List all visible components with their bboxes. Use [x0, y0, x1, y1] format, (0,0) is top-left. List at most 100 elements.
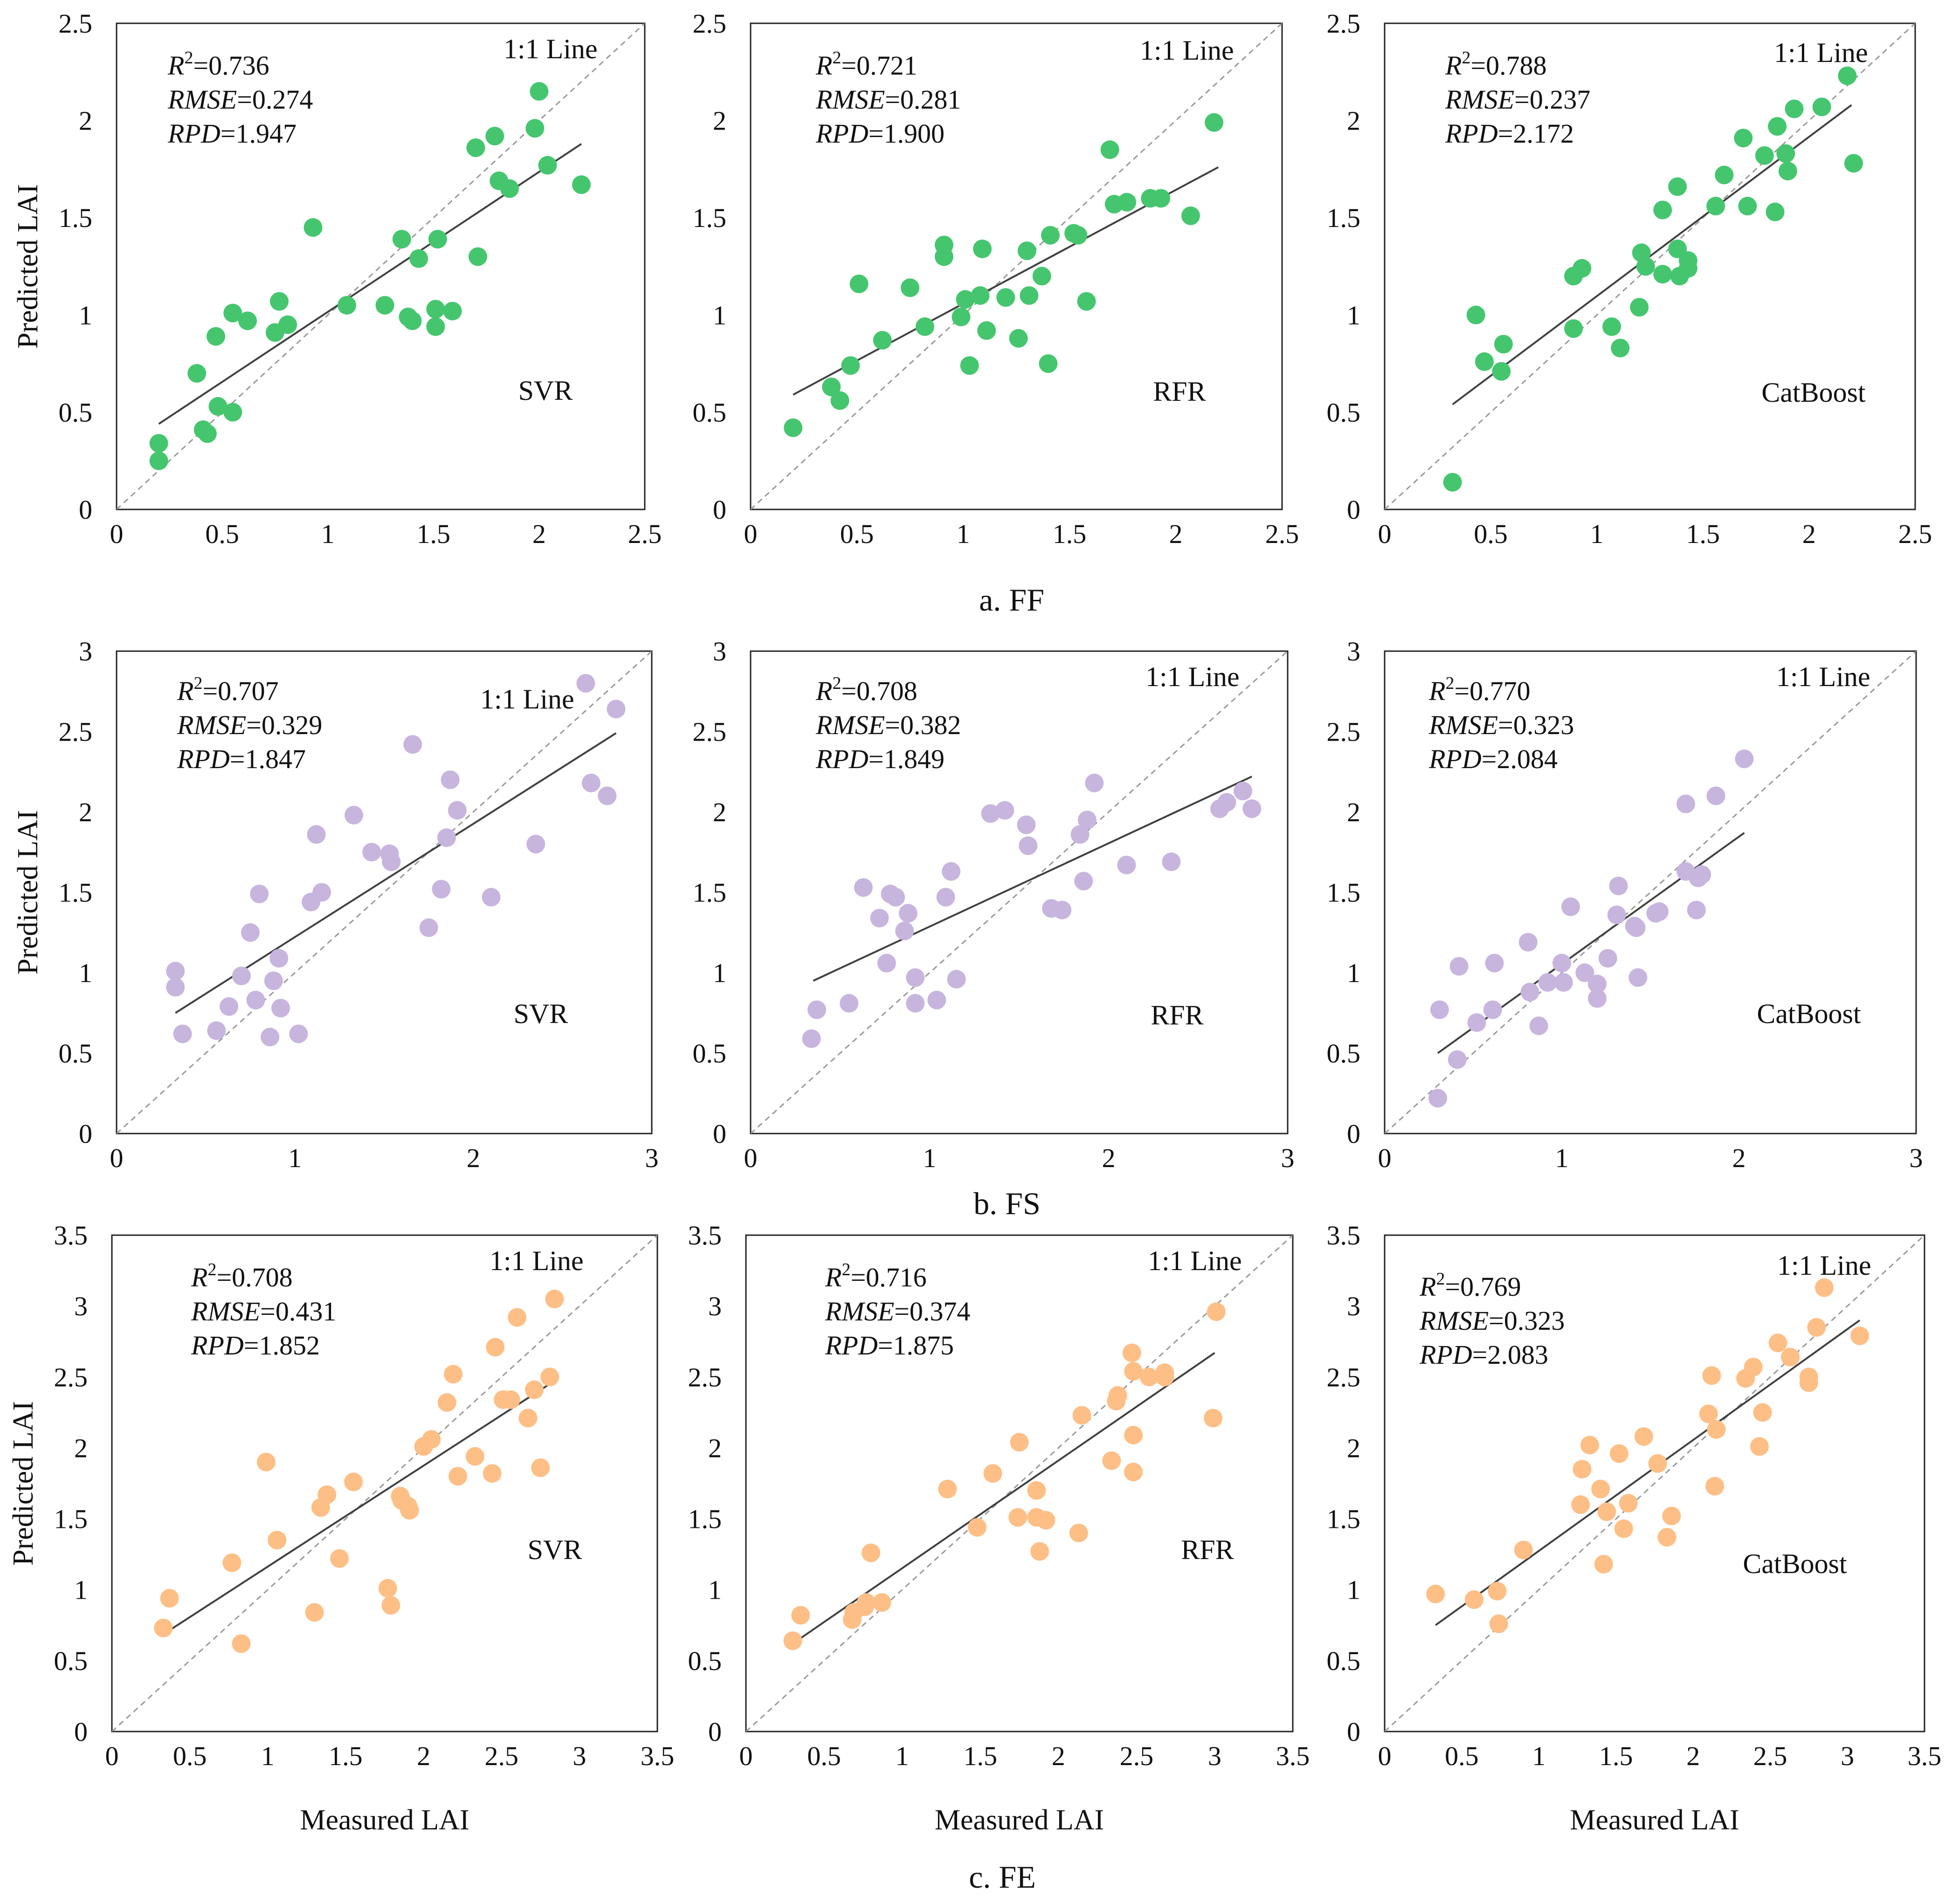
data-point: [1573, 259, 1592, 278]
x-tick-label: 0: [1378, 519, 1392, 549]
data-point: [220, 997, 239, 1016]
fit-line: [813, 776, 1253, 982]
data-point: [1571, 1495, 1590, 1514]
plot-frame: [111, 1234, 658, 1732]
data-point: [1108, 1386, 1127, 1405]
plot-frame: [1384, 22, 1916, 510]
data-point: [927, 990, 946, 1010]
data-point: [207, 1021, 226, 1040]
x-tick-label: 0.5: [807, 1741, 841, 1771]
data-point: [1041, 226, 1060, 245]
data-point: [1609, 876, 1628, 895]
data-point: [381, 1596, 400, 1615]
x-tick-label: 0: [744, 1143, 758, 1173]
data-point: [1687, 900, 1706, 920]
data-point: [1799, 1368, 1818, 1387]
data-point: [312, 883, 331, 902]
model-label: RFR: [1153, 376, 1206, 407]
data-point: [448, 1467, 468, 1486]
data-point: [428, 230, 447, 249]
data-point: [531, 1458, 550, 1478]
x-tick-label: 1.5: [329, 1741, 363, 1771]
data-point: [1009, 329, 1028, 348]
data-point: [426, 300, 445, 319]
data-point: [1448, 1050, 1467, 1069]
data-point: [1738, 197, 1757, 216]
data-point: [1580, 1436, 1600, 1455]
x-tick-label: 0.5: [173, 1741, 207, 1771]
data-point: [1072, 1406, 1091, 1425]
data-point: [1117, 192, 1137, 212]
data-point: [1155, 1363, 1174, 1382]
panel-fs-rfr: 0 1 2 3 0 0.5 1 1.5 2 2.5 3 R2=0.708 RMSE=0.382 RPD=1…: [693, 636, 1295, 1173]
y-tick-label: 1: [1347, 300, 1360, 330]
fit-line: [175, 732, 617, 1014]
data-point: [1785, 99, 1804, 118]
data-point: [501, 1390, 520, 1409]
plot-frame: [750, 22, 1283, 510]
data-point: [149, 434, 168, 453]
data-point: [1705, 1477, 1724, 1496]
data-point: [1702, 1366, 1721, 1385]
data-point: [305, 1603, 324, 1622]
data-point: [432, 880, 451, 899]
data-point: [448, 801, 467, 820]
stat-rmse: RMSE=0.281: [815, 84, 961, 115]
x-tick-label: 1.5: [963, 1741, 997, 1771]
data-point: [1181, 206, 1200, 226]
data-point: [485, 126, 504, 145]
data-point: [1753, 1403, 1772, 1422]
data-point: [198, 424, 217, 443]
y-tick-label: 2: [1347, 1433, 1360, 1463]
panel-fe-svr: 0 0.5 1 1.5 2 2.5 3 3.5 0 0.5 1 1.5 2 2.5 3 3.5 R2=0.708…: [7, 1220, 674, 1836]
y-tick-label: 2.5: [59, 8, 93, 39]
one-to-one-label: 1:1 Line: [480, 684, 574, 715]
data-point: [1594, 1554, 1613, 1574]
data-point: [392, 230, 411, 249]
y-tick-label: 3: [1347, 636, 1360, 667]
data-point: [1085, 773, 1104, 792]
data-point: [1807, 1318, 1826, 1337]
x-tick-label: 1.5: [417, 519, 451, 549]
y-tick-label: 3: [1347, 1291, 1360, 1321]
panels: 0 0.5 1 1.5 2 2.500.511.522.5R2=0.736RMSE=0.2…: [7, 8, 1941, 1836]
data-point: [232, 966, 251, 985]
x-tick-label: 2.5: [1265, 519, 1299, 549]
one-to-one-label: 1:1 Line: [1776, 661, 1870, 692]
data-point: [344, 1472, 363, 1492]
data-point: [1102, 1451, 1121, 1470]
y-tick-label: 1.5: [1327, 1504, 1361, 1534]
data-point: [1814, 1278, 1834, 1297]
x-tick-label: 1.5: [1599, 1741, 1633, 1771]
data-point: [1074, 872, 1093, 891]
data-point: [268, 1531, 287, 1550]
data-point: [1483, 1000, 1502, 1019]
data-point: [1467, 1013, 1486, 1032]
stat-rmse: RMSE=0.323: [1428, 710, 1574, 740]
data-point: [337, 296, 356, 315]
data-point: [1430, 1000, 1449, 1019]
x-tick-label: 0.5: [840, 519, 874, 549]
x-tick-label: 1.5: [1053, 519, 1087, 549]
data-point: [977, 321, 996, 340]
x-tick-label: 0.5: [205, 519, 239, 549]
plot-frame: [1384, 1234, 1925, 1732]
y-tick-label: 2.5: [693, 8, 727, 39]
one-to-one-label: 1:1 Line: [1140, 35, 1234, 66]
row-caption-a: a. FF: [979, 582, 1044, 618]
x-tick-label: 0: [1378, 1143, 1392, 1173]
one-to-one-label: 1:1 Line: [490, 1245, 584, 1276]
data-point: [256, 1452, 276, 1471]
data-point: [207, 327, 226, 346]
data-point: [1611, 338, 1630, 357]
data-point: [802, 1029, 821, 1048]
x-tick-label: 0.5: [1445, 1741, 1479, 1771]
data-point: [1614, 1519, 1633, 1538]
y-tick-label: 2: [708, 1433, 722, 1463]
data-point: [1766, 202, 1785, 221]
data-point: [223, 403, 242, 422]
data-point: [841, 356, 860, 375]
data-point: [791, 1606, 810, 1625]
panel-fs-catboost: 0 1 2 3 0 0.5 1 1.5 2 2.5 3 R2=0.770 RMSE=0.323 RPD=2…: [1327, 636, 1923, 1173]
data-point: [1744, 1357, 1763, 1376]
